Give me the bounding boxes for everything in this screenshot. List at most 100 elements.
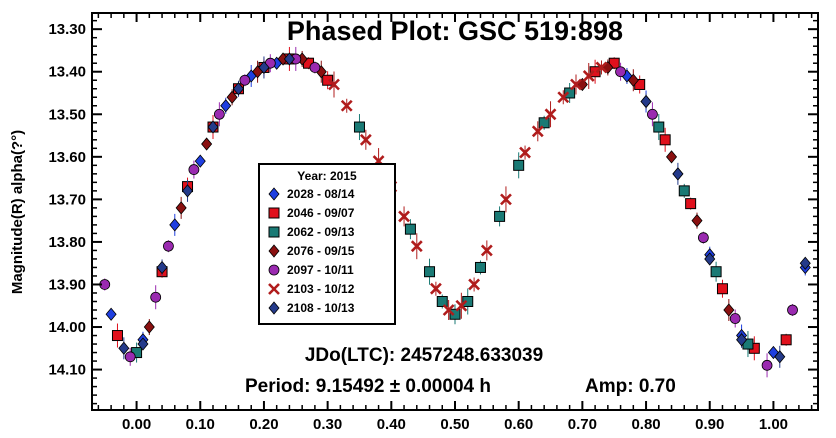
data-point [207, 120, 219, 134]
data-point [647, 108, 658, 120]
data-point [595, 61, 608, 74]
data-point [105, 307, 117, 321]
y-axis-label: Magnitude(R) alpha(?°) [9, 130, 26, 294]
data-point [640, 94, 652, 109]
data-point [449, 308, 461, 320]
data-point [474, 261, 486, 273]
data-point [672, 167, 684, 181]
legend-label: 2062 - 09/13 [287, 225, 355, 239]
data-point [111, 330, 123, 342]
data-point [736, 333, 748, 347]
data-point [538, 117, 550, 129]
data-point [143, 320, 155, 334]
legend-entry: 2097 - 10/11 [268, 263, 354, 277]
data-point [710, 266, 722, 278]
legend-label: 2046 - 09/07 [287, 206, 355, 220]
legend-marker [268, 264, 280, 276]
data-point [589, 66, 601, 78]
legend-entry: 2062 - 09/13 [268, 225, 355, 239]
legend-entry: 2103 - 10/12 [268, 282, 355, 296]
legend-label: 2108 - 10/13 [287, 301, 355, 315]
legend-entry: 2028 - 08/14 [268, 187, 355, 201]
x-tick-label: 0.80 [631, 416, 660, 433]
data-point [226, 90, 238, 104]
y-tick-label: 14.00 [48, 319, 86, 336]
legend-title: Year: 2015 [297, 169, 357, 183]
axes: 0.00 0.10 0.20 0.30 0.40 0.50 0.60 0.70 0.80 0.90… [48, 12, 819, 433]
legend-entry: 2076 - 09/15 [268, 244, 355, 258]
x-tick-label: 0.60 [504, 416, 533, 433]
data-point [201, 137, 213, 151]
data-point [780, 334, 792, 346]
y-tick-label: 13.50 [48, 106, 86, 123]
legend-box [258, 163, 396, 325]
data-point [659, 134, 671, 146]
data-point [462, 295, 474, 307]
data-point [429, 282, 442, 295]
y-tick-label: 13.40 [48, 64, 86, 81]
legend-marker [268, 283, 280, 295]
legend-marker [268, 187, 280, 201]
data-point [615, 66, 626, 78]
data-point [761, 359, 773, 371]
y-tick-label: 13.30 [48, 21, 86, 38]
x-tick-label: 0.50 [440, 416, 469, 433]
data-point [544, 108, 557, 121]
legend-entry: 2108 - 10/13 [268, 301, 355, 315]
data-point [678, 185, 690, 197]
data-point [283, 52, 295, 66]
data-point [570, 78, 582, 91]
data-point [436, 295, 448, 307]
data-point [513, 159, 525, 171]
data-point [340, 99, 353, 112]
x-tick-label: 0.70 [568, 416, 597, 433]
data-point [704, 252, 716, 266]
data-point [213, 108, 225, 120]
legend-marker [268, 301, 280, 315]
chart-title: Phased Plot: GSC 519:898 [287, 16, 623, 46]
legend-label: 2028 - 08/14 [287, 187, 355, 201]
data-point [480, 244, 493, 257]
data-point [799, 256, 811, 270]
data-point [232, 82, 244, 96]
series-2108-10-13 [118, 52, 811, 368]
x-tick-label: 1.00 [759, 416, 788, 433]
data-point [163, 240, 174, 252]
data-point [723, 303, 735, 317]
data-point [188, 164, 200, 175]
legend-marker [268, 244, 280, 258]
data-point [258, 60, 270, 75]
amp-annotation: Amp: 0.70 [585, 376, 676, 397]
x-tick-label: 0.00 [122, 416, 151, 433]
legend: Year: 2015 2028 - 08/14 2046 - 09/07 2062 … [258, 163, 396, 325]
data-point [691, 214, 703, 228]
data-point [328, 78, 340, 91]
y-tick-label: 13.60 [48, 149, 86, 166]
legend-label: 2103 - 10/12 [287, 282, 355, 296]
data-point [494, 210, 506, 222]
legend-marker [268, 207, 280, 219]
data-point [322, 74, 334, 86]
data-point [404, 223, 416, 235]
data-point [787, 304, 798, 316]
data-point [685, 198, 697, 210]
data-point [531, 125, 544, 138]
data-point [666, 150, 678, 164]
x-tick-label: 0.40 [377, 416, 406, 433]
data-point [239, 74, 251, 86]
data-point [156, 260, 168, 275]
x-tick-label: 0.10 [186, 416, 215, 433]
data-point [582, 70, 595, 82]
y-tick-label: 13.70 [48, 191, 86, 208]
y-tick-label: 13.90 [48, 276, 86, 293]
x-tick-label: 0.30 [313, 416, 342, 433]
data-point [519, 146, 531, 159]
data-point [442, 304, 455, 316]
data-point [118, 341, 130, 355]
data-point [220, 99, 232, 113]
data-point [697, 232, 709, 244]
data-point [182, 184, 194, 198]
data-point [353, 121, 365, 133]
